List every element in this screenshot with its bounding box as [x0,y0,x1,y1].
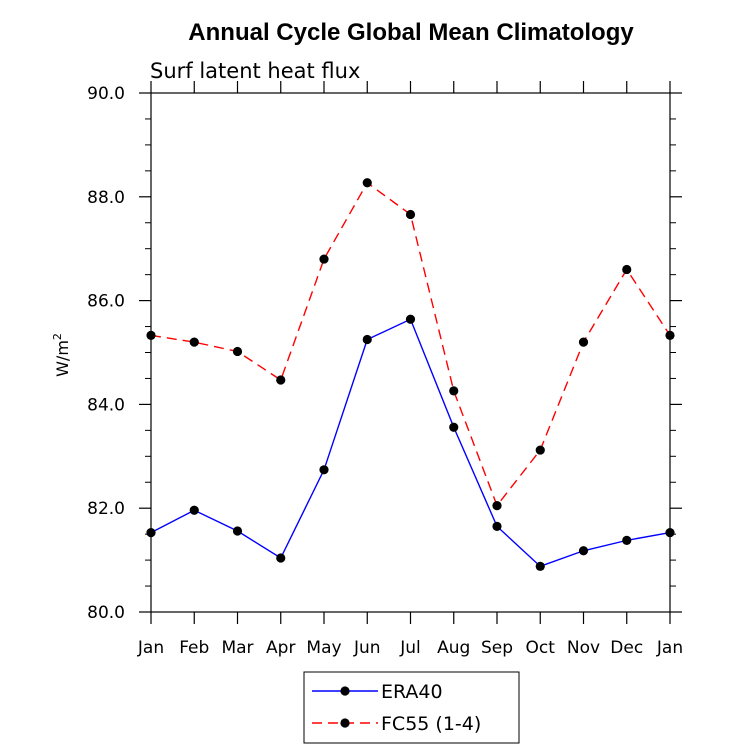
series-1-point [449,422,459,432]
x-tick-label: Jul [399,638,421,658]
chart-title: Annual Cycle Global Mean Climatology [188,19,634,46]
series-1-point [622,535,632,545]
y-axis-label-superscript: 2 [51,333,64,340]
y-axis-label: W/m2 [51,333,72,377]
series-1-point [665,527,675,538]
legend: ERA40 FC55 (1-4) [303,671,520,744]
series-2-point [535,445,545,455]
series-1-point [535,561,545,571]
series-2-point [232,346,243,357]
y-tick-label: 84.0 [87,395,125,415]
legend-box [303,671,520,744]
legend-label-2: FC55 (1-4) [381,713,481,735]
x-tick-label: Dec [610,638,643,658]
x-tick-label: Jan [137,638,164,658]
plot-frame [150,92,671,613]
x-tick-label: Nov [567,638,600,658]
series-2-point [276,375,286,385]
series-2-point [319,254,329,264]
y-tick-label: 86.0 [87,292,125,312]
y-axis-label-base: W/m [53,340,72,377]
y-tick-label: 82.0 [87,499,125,519]
x-tick-label: Aug [437,638,470,658]
series-1-point [405,314,416,324]
plot-axes: 80.0 82.0 84.0 86.0 88.0 90.0 Jan Feb Mar Apr May J… [87,81,683,658]
series-2-point [622,264,632,275]
series-line-1 [150,318,671,568]
y-tick-label: 88.0 [87,188,125,208]
series-2-point [665,330,675,340]
series-2-point [189,337,199,347]
x-tick-label: Feb [179,638,209,658]
series-2-point [405,209,416,220]
x-tick-label: Oct [526,638,556,658]
y-tick-label: 80.0 [87,603,125,623]
legend-label-1: ERA40 [381,681,443,703]
x-tick-label: Apr [266,638,295,658]
x-tick-label: Jan [656,638,683,658]
series-1-point [362,334,372,345]
x-tick-label: Mar [221,638,253,658]
series-1-point [578,546,589,556]
x-tick-label: May [306,638,341,658]
legend-marker-1 [340,686,350,696]
series-1-point [232,526,243,536]
legend-marker-2 [340,718,350,728]
series-1-point [319,465,329,475]
y-tick-label: 90.0 [87,84,125,104]
series-2-point [492,501,502,511]
x-tick-label: Sep [481,638,513,658]
y-axis-label-text: W/m2 [51,333,72,377]
series-layer [146,178,675,571]
series-2-point [578,337,589,347]
series-1-point [492,521,502,531]
series-line-2 [150,181,671,508]
series-1-point [146,527,156,538]
chart-subtitle: Surf latent heat flux [150,59,360,83]
x-tick-label: Jun [353,638,381,658]
series-2-point [362,178,372,188]
series-1-point [189,505,199,515]
series-2-point [449,386,459,396]
series-1-point [276,553,286,563]
series-2-point [146,330,156,340]
